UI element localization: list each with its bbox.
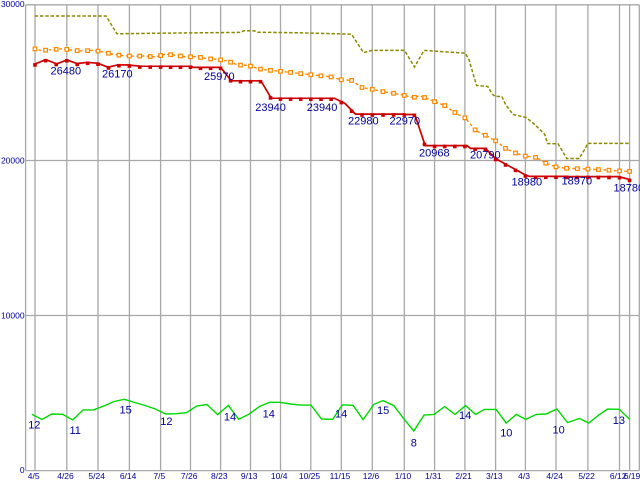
svg-text:8/23: 8/23 [211,471,228,480]
svg-text:22970: 22970 [390,116,421,128]
svg-text:22980: 22980 [348,116,379,128]
svg-text:6/14: 6/14 [120,471,137,480]
svg-text:11: 11 [70,425,81,437]
svg-text:23940: 23940 [307,102,338,114]
svg-text:14: 14 [224,412,236,424]
svg-text:23940: 23940 [255,102,286,114]
svg-text:9/13: 9/13 [241,471,258,480]
svg-text:14: 14 [263,408,275,420]
svg-text:14: 14 [335,408,347,420]
svg-text:13: 13 [613,415,625,427]
svg-text:4/26: 4/26 [57,471,74,480]
svg-text:1/31: 1/31 [425,471,442,480]
svg-text:1/10: 1/10 [395,471,412,480]
svg-text:30000: 30000 [1,0,25,9]
svg-text:12: 12 [28,420,40,432]
svg-text:26480: 26480 [51,66,82,78]
svg-text:6/19: 6/19 [624,471,640,480]
svg-text:20968: 20968 [419,148,450,160]
svg-text:18780: 18780 [614,183,640,195]
svg-text:4/24: 4/24 [546,471,563,480]
svg-text:10/4: 10/4 [271,471,288,480]
svg-text:5/24: 5/24 [88,471,105,480]
svg-text:10/25: 10/25 [299,471,321,480]
svg-text:14: 14 [459,410,471,422]
svg-text:11/15: 11/15 [330,471,351,480]
svg-text:15: 15 [120,404,132,416]
svg-text:10000: 10000 [1,311,25,321]
svg-text:4/3: 4/3 [518,471,530,480]
svg-text:12: 12 [160,416,172,428]
svg-text:20790: 20790 [470,150,501,162]
svg-text:2/21: 2/21 [455,471,472,480]
svg-text:7/26: 7/26 [181,471,198,480]
svg-text:4/5: 4/5 [28,471,40,480]
svg-text:10: 10 [553,424,565,436]
svg-text:26170: 26170 [102,69,133,81]
svg-text:25970: 25970 [204,71,235,83]
svg-text:12/6: 12/6 [363,471,380,480]
svg-text:8: 8 [411,438,417,450]
svg-text:3/13: 3/13 [486,471,503,480]
svg-text:5/22: 5/22 [578,471,595,480]
svg-text:20000: 20000 [1,156,25,166]
svg-text:10: 10 [500,428,512,440]
svg-text:18970: 18970 [562,176,593,188]
svg-text:7/5: 7/5 [153,471,165,480]
svg-text:15: 15 [377,405,389,417]
svg-text:18980: 18980 [512,177,543,189]
svg-text:0: 0 [20,465,25,475]
